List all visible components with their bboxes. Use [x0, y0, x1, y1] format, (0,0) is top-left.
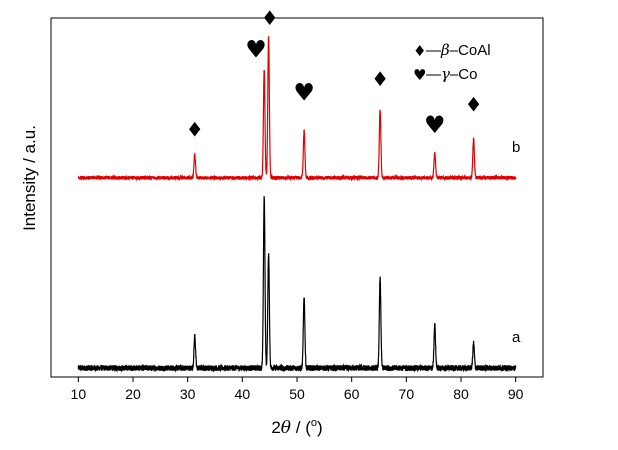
x-tick-label: 30 [180, 386, 196, 402]
x-axis: 10 20 30 40 50 60 70 80 90 [71, 377, 524, 402]
series-line-b [77, 36, 517, 182]
x-tick-label: 80 [453, 386, 469, 402]
x-tick-label: 70 [399, 386, 415, 402]
legend-label-gamma-co: —γ–Co [426, 65, 478, 83]
heart-icon: ♥ [424, 111, 446, 139]
phase-markers: ♦ ♥ ♦ ♥ ♦ ♥ ♦ [186, 6, 483, 141]
legend-item-beta-coal: ♦ —β–CoAl [413, 41, 491, 60]
x-tick-label: 20 [125, 386, 141, 402]
series-label-b: b [512, 139, 520, 156]
series-line-a [77, 196, 517, 373]
diamond-icon: ♦ [261, 6, 279, 30]
heart-icon: ♥ [245, 35, 267, 63]
x-tick-label: 90 [508, 386, 524, 402]
heart-icon: ♥ [293, 79, 315, 107]
series-layer: ab [77, 36, 521, 373]
diamond-icon: ♦ [186, 117, 204, 141]
y-axis-title: Intensity / a.u. [20, 125, 39, 231]
diamond-icon: ♦ [413, 42, 426, 60]
diamond-icon: ♦ [371, 67, 389, 91]
legend: ♦ —β–CoAl ♥ —γ–Co [413, 41, 491, 84]
series-label-a: a [512, 329, 521, 346]
degree-symbol: o [311, 417, 317, 429]
x-axis-title: 2θ / (o) [271, 417, 322, 438]
theta-symbol: θ [281, 418, 291, 438]
x-tick-label: 60 [344, 386, 360, 402]
heart-icon: ♥ [413, 66, 426, 84]
legend-label-beta-coal: —β–CoAl [426, 41, 491, 59]
x-tick-label: 40 [235, 386, 251, 402]
x-tick-label: 50 [289, 386, 305, 402]
legend-item-gamma-co: ♥ —γ–Co [413, 65, 478, 84]
x-tick-label: 10 [71, 386, 87, 402]
diamond-icon: ♦ [465, 92, 483, 116]
